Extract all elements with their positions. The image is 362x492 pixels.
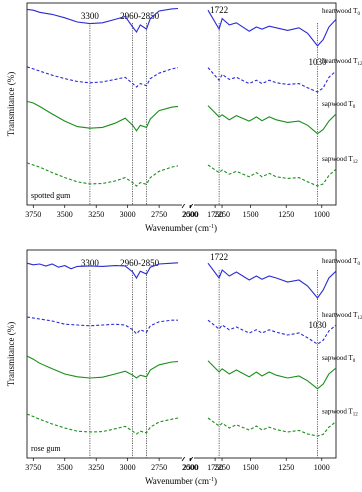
series-label: sapwood T12 — [322, 408, 358, 418]
x-tick-label: 3000 — [120, 463, 136, 472]
series-label: sapwood T0 — [322, 100, 356, 110]
x-tick-label: 2750 — [151, 210, 167, 219]
x-tick-label: 1000 — [314, 210, 330, 219]
series-line — [26, 413, 179, 435]
axis-break-gap — [182, 202, 194, 208]
series-line — [207, 67, 337, 93]
x-tick-label: 2750 — [151, 463, 167, 472]
x-tick-label: 3500 — [57, 210, 73, 219]
x-tick-label: 3250 — [88, 463, 104, 472]
x-tick-label: 2000 — [182, 210, 198, 219]
curve-gap — [180, 4, 206, 204]
series-line — [207, 9, 337, 47]
x-tick-label: 1750 — [207, 463, 223, 472]
series-line — [26, 7, 179, 34]
annotation-label: 1722 — [210, 252, 228, 262]
series-line — [207, 319, 337, 345]
series-line — [26, 66, 179, 88]
annotation-label: 1722 — [210, 5, 228, 15]
x-tick-label: 2250 — [214, 210, 230, 219]
plot-frame — [26, 2, 337, 206]
series-label: sapwood T0 — [322, 354, 356, 364]
series-label: sapwood T12 — [322, 155, 358, 165]
x-axis-title: Wavenumber (cm-1) — [145, 223, 217, 233]
annotation-label: 1030 — [309, 320, 328, 330]
x-tick-label: 1500 — [243, 210, 259, 219]
annotation-label: 3300 — [81, 258, 100, 268]
y-axis-title: Transmitance (%) — [6, 322, 16, 386]
series-label: heartwood T0 — [322, 257, 360, 267]
x-tick-label: 1750 — [207, 210, 223, 219]
x-tick-label: 3750 — [25, 210, 41, 219]
series-line — [207, 105, 337, 135]
series-label: heartwood T12 — [322, 311, 362, 321]
series-line — [207, 360, 337, 390]
series-label: heartwood T0 — [322, 7, 360, 17]
annotation-label: 3300 — [81, 11, 100, 21]
x-tick-label: 1000 — [314, 463, 330, 472]
x-tick-label: 3250 — [88, 210, 104, 219]
series-line — [26, 162, 179, 187]
y-axis-title: Transmitance (%) — [6, 72, 16, 136]
x-tick-label: 3500 — [57, 463, 73, 472]
x-axis-title: Wavenumber (cm-1) — [145, 476, 217, 486]
plot-frame — [26, 249, 337, 459]
panel-rose-gum: 3750 3500 3250 3000 2750 2500 2250 2000 1750 1500… — [6, 249, 362, 486]
axis-break-gap — [182, 455, 194, 461]
x-tick-label: 2500 — [183, 463, 199, 472]
series-label: heartwood T12 — [322, 57, 362, 67]
series-line — [26, 100, 179, 132]
x-tick-label: 2250 — [214, 463, 230, 472]
curve-gap — [180, 251, 206, 457]
panel-label: spotted gum — [31, 191, 71, 200]
series-line — [207, 164, 337, 187]
x-tick-label: 3750 — [25, 463, 41, 472]
series-line — [26, 316, 178, 335]
panel-label: rose gum — [31, 444, 61, 453]
annotation-label: 2960-2850 — [120, 258, 159, 268]
annotation-label: 1030 — [309, 57, 328, 67]
series-line — [207, 417, 337, 437]
x-tick-label: 2500 — [183, 210, 199, 219]
panel-spotted-gum: 3750 3500 3250 3000 2750 2500 2250 2000 1750 1500… — [6, 2, 362, 233]
x-tick-label: 1500 — [243, 463, 259, 472]
x-tick-label: 1250 — [278, 210, 294, 219]
x-tick-label: 2000 — [182, 463, 198, 472]
x-tick-label: 3000 — [120, 210, 136, 219]
series-line — [207, 262, 337, 299]
x-tick-label: 1250 — [278, 463, 294, 472]
series-line — [26, 262, 179, 280]
series-line — [26, 355, 179, 379]
annotation-label: 2960-2850 — [120, 11, 159, 21]
